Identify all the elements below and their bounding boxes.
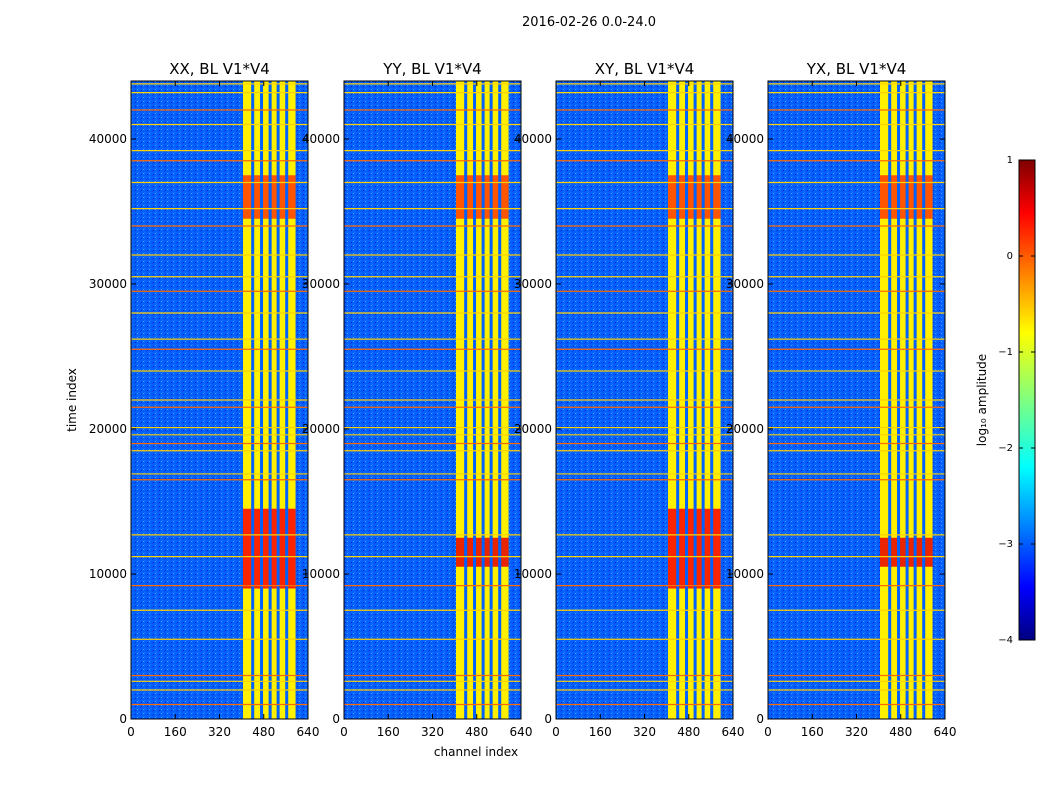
panel-xx: XX, BL V1*V4 0 160 320 480 640 0 10000 20000 3000… — [89, 60, 320, 739]
x-tick-label: 320 — [845, 725, 868, 739]
figure-title: 2016-02-26 0.0-24.0 — [522, 15, 656, 30]
x-tick-label: 480 — [889, 725, 912, 739]
y-tick-label: 20000 — [302, 422, 340, 436]
y-tick-label: 20000 — [89, 422, 127, 436]
x-tick-label: 480 — [252, 725, 275, 739]
y-tick-label: 30000 — [89, 277, 127, 291]
x-tick-label: 640 — [510, 725, 533, 739]
y-tick-label: 0 — [756, 712, 764, 726]
panel-yx: YX, BL V1*V4 0 160 320 480 640 0 10000 20000 3000… — [726, 60, 957, 739]
panels: XX, BL V1*V4 0 160 320 480 640 0 10000 20000 3000… — [89, 60, 957, 739]
panel-title: XY, BL V1*V4 — [595, 60, 695, 78]
x-tick-label: 160 — [589, 725, 612, 739]
x-tick-label: 0 — [127, 725, 135, 739]
x-axis-label: channel index — [434, 745, 518, 759]
y-tick-label: 0 — [119, 712, 127, 726]
y-axis-label: time index — [65, 368, 79, 432]
colorbar-tick-label: −1 — [998, 347, 1013, 358]
colorbar-tick-label: 1 — [1007, 155, 1013, 166]
panel-title: YY, BL V1*V4 — [382, 60, 481, 78]
panel-yy: YY, BL V1*V4 0 160 320 480 640 0 10000 20000 3000… — [302, 60, 533, 739]
panel-xy: XY, BL V1*V4 0 160 320 480 640 0 10000 20000 3000… — [514, 60, 745, 739]
y-tick-label: 40000 — [89, 132, 127, 146]
x-tick-label: 480 — [465, 725, 488, 739]
y-tick-label: 0 — [332, 712, 340, 726]
x-tick-label: 640 — [297, 725, 320, 739]
y-tick-label: 30000 — [302, 277, 340, 291]
y-tick-label: 10000 — [302, 567, 340, 581]
y-tick-label: 30000 — [514, 277, 552, 291]
colorbar-gradient — [1018, 159, 1036, 641]
colorbar-tick-label: −4 — [998, 635, 1013, 646]
x-tick-label: 480 — [677, 725, 700, 739]
x-tick-label: 0 — [552, 725, 560, 739]
y-tick-label: 40000 — [726, 132, 764, 146]
x-tick-label: 320 — [208, 725, 231, 739]
colorbar-label: log₁₀ amplitude — [975, 354, 989, 446]
y-tick-label: 10000 — [726, 567, 764, 581]
y-tick-label: 10000 — [89, 567, 127, 581]
colorbar-tick-label: 0 — [1007, 251, 1013, 262]
colorbar-tick-label: −3 — [998, 539, 1013, 550]
colorbar-ticks: 1 0 −1 −2 −3 −4 — [998, 155, 1035, 646]
y-tick-label: 20000 — [726, 422, 764, 436]
x-tick-label: 640 — [934, 725, 957, 739]
x-tick-label: 0 — [764, 725, 772, 739]
panel-title: YX, BL V1*V4 — [806, 60, 907, 78]
y-tick-label: 40000 — [514, 132, 552, 146]
colorbar-tick-label: −2 — [998, 443, 1013, 454]
x-tick-label: 640 — [722, 725, 745, 739]
y-tick-label: 20000 — [514, 422, 552, 436]
y-tick-label: 10000 — [514, 567, 552, 581]
x-tick-label: 320 — [633, 725, 656, 739]
y-tick-label: 40000 — [302, 132, 340, 146]
y-tick-label: 0 — [544, 712, 552, 726]
x-tick-label: 160 — [801, 725, 824, 739]
x-tick-label: 0 — [340, 725, 348, 739]
x-tick-label: 320 — [421, 725, 444, 739]
y-tick-label: 30000 — [726, 277, 764, 291]
x-tick-label: 160 — [377, 725, 400, 739]
x-tick-label: 160 — [164, 725, 187, 739]
colorbar: 1 0 −1 −2 −3 −4 log₁₀ amplitude — [975, 155, 1036, 646]
panel-title: XX, BL V1*V4 — [169, 60, 270, 78]
